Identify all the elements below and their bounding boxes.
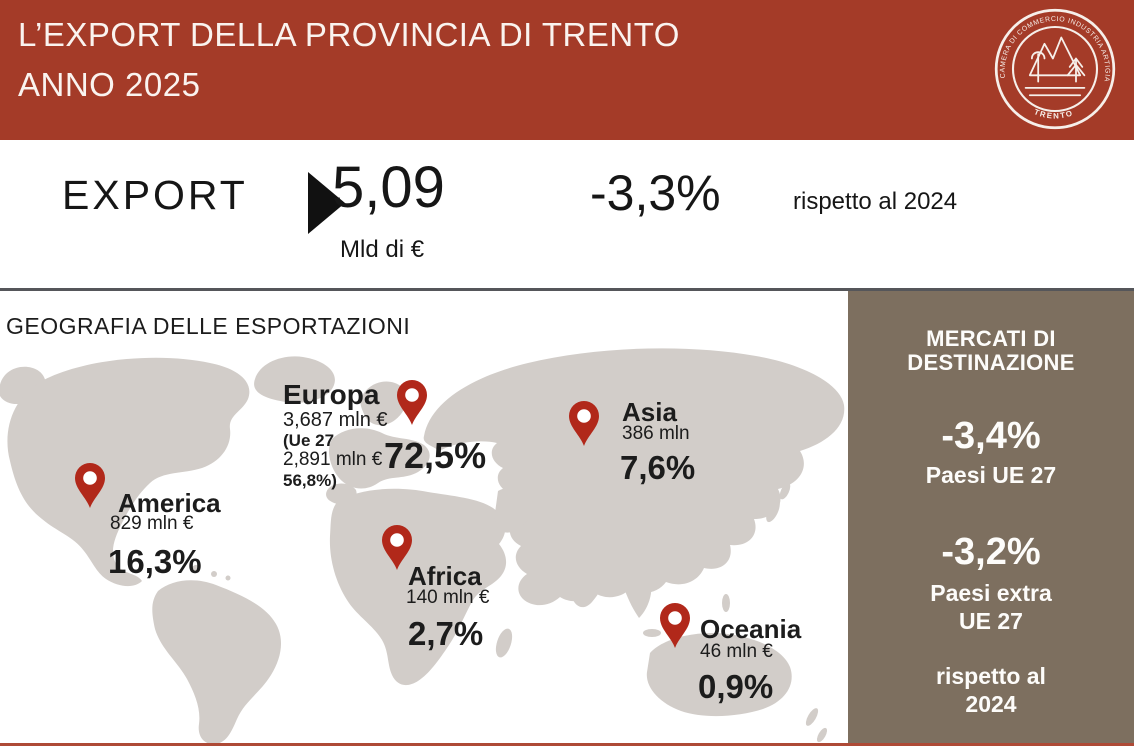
region-europa-detail-share: 56,8%) [283, 471, 337, 490]
region-asia-share: 7,6% [620, 449, 696, 486]
geography-title: GEOGRAFIA DELLE ESPORTAZIONI [6, 313, 411, 339]
region-africa-name: Africa [408, 561, 482, 591]
region-america-value: 829 mln € [110, 513, 194, 534]
sidebar-title-line1: MERCATI DI [926, 326, 1056, 351]
region-europa-value: 3,687 mln € [283, 409, 388, 431]
extra-ue27-change-percent: -3,2% [941, 531, 1041, 574]
ue27-change-percent: -3,4% [941, 415, 1041, 458]
region-oceania-name: Oceania [700, 614, 802, 644]
page-subtitle-year: ANNO 2025 [18, 66, 201, 103]
export-total-value: 5,09 [332, 155, 445, 220]
export-change-percent: -3,3% [590, 165, 721, 221]
export-unit-label: Mld di € [340, 236, 425, 263]
extra-ue27-label: Paesi extra UE 27 [848, 580, 1134, 635]
region-europa-detail-ue27: (Ue 27 [283, 431, 335, 450]
region-america-share: 16,3% [108, 543, 202, 580]
ue27-label: Paesi UE 27 [925, 462, 1057, 489]
world-map [0, 348, 845, 745]
region-asia-name: Asia [622, 397, 677, 427]
export-change-note: rispetto al 2024 [793, 188, 958, 215]
bottom-divider [0, 743, 1134, 746]
sidebar-note-line2: 2024 [965, 691, 1017, 718]
region-asia-value: 386 mln [622, 423, 690, 444]
destination-markets-panel: MERCATI DI DESTINAZIONE -3,4% Paesi UE 2… [848, 291, 1134, 746]
region-america-name: America [118, 488, 221, 518]
chamber-of-commerce-seal-icon: CAMERA DI COMMERCIO INDUSTRIA ARTIGIANAT… [992, 6, 1116, 130]
extra-ue27-label-line2: UE 27 [959, 607, 1023, 634]
region-africa-share: 2,7% [408, 615, 484, 652]
arrow-right-icon [308, 172, 345, 234]
sidebar-reference-note: rispetto al 2024 [848, 662, 1134, 720]
export-summary-band: EXPORT 5,09 Mld di € -3,3% rispetto al 2… [0, 140, 1134, 288]
region-europa-name: Europa [283, 379, 380, 410]
seal-arc-text: CAMERA DI COMMERCIO INDUSTRIA ARTIGIANAT… [992, 6, 1110, 83]
svg-text:CAMERA DI COMMERCIO INDUSTRIA: CAMERA DI COMMERCIO INDUSTRIA ARTIGIANAT… [992, 6, 1110, 83]
region-europa-detail-value: 2,891 mln € [283, 449, 383, 470]
export-label: EXPORT [62, 172, 248, 218]
region-africa-value: 140 mln € [406, 587, 490, 608]
sidebar-title-line2: DESTINAZIONE [907, 350, 1075, 376]
geography-section: GEOGRAFIA DELLE ESPORTAZIONI [0, 288, 1134, 746]
region-oceania-share: 0,9% [698, 668, 774, 705]
region-europa-share: 72,5% [384, 435, 487, 476]
sidebar-note-line1: rispetto al [936, 662, 1046, 689]
extra-ue27-label-line1: Paesi extra [930, 580, 1052, 607]
page-title: L’EXPORT DELLA PROVINCIA DI TRENTO [18, 16, 680, 53]
mountain-emblem-icon [1024, 36, 1086, 97]
sidebar-title: MERCATI DI DESTINAZIONE [848, 326, 1134, 376]
header-banner: L’EXPORT DELLA PROVINCIA DI TRENTO ANNO … [0, 0, 1134, 140]
pin-europa-icon [397, 380, 427, 425]
region-oceania-value: 46 mln € [700, 641, 773, 662]
